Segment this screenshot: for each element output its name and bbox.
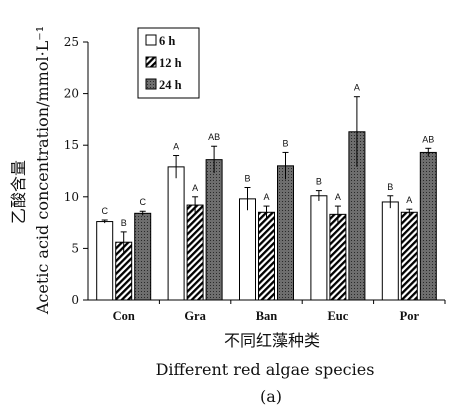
sig-letter-por-24h: AB [422,134,434,144]
legend-label-12h: 12 h [159,56,182,70]
y-tick-label-25: 25 [64,35,79,49]
y-tick-label-20: 20 [64,87,79,101]
sig-letter-ban-12h: A [263,192,269,202]
y-axis-label-cn: 乙酸含量 [9,160,28,224]
sig-letter-euc-24h: A [354,83,360,93]
bar-por-6h [381,201,399,301]
category-label-euc: Euc [327,309,348,323]
category-label-ban: Ban [256,309,278,323]
legend-label-6h: 6 h [159,34,175,48]
sig-letter-ban-6h: B [244,174,250,184]
sig-letter-euc-6h: B [316,177,322,187]
sig-letter-con-24h: C [139,197,146,207]
x-axis-label: Different red algae species [156,360,375,379]
bar-por-12h [400,211,418,301]
sig-letter-con-6h: C [101,206,108,216]
bar-con-6h [96,221,114,301]
category-label-con: Con [113,309,135,323]
sig-letter-gra-6h: A [173,142,179,152]
plot-area: 0510152025ConCBCGraAAABBanBABEucBAAPorBA… [64,35,446,323]
x-axis-label-cn: 不同红藻种类 [224,331,320,350]
y-tick-label-15: 15 [64,138,79,152]
sig-letter-euc-12h: A [335,192,341,202]
bar-euc-12h [329,213,347,301]
legend: 6 h 12 h 24 h [137,27,200,99]
sig-letter-ban-24h: B [282,138,288,148]
y-tick-label-10: 10 [64,190,79,204]
panel-label: (a) [260,387,282,406]
bar-gra-12h [186,204,204,301]
category-label-por: Por [400,309,420,323]
legend-swatch-12h [145,56,157,68]
category-label-gra: Gra [184,309,206,323]
bar-con-24h [134,212,152,301]
legend-swatch-24h [145,78,157,90]
legend-swatch-6h [145,34,157,46]
bar-euc-6h [310,195,328,301]
bar-gra-24h [205,159,223,301]
y-tick-label-0: 0 [71,293,79,307]
sig-letter-gra-24h: AB [208,132,220,142]
bar-ban-24h [277,165,294,301]
sig-letter-con-12h: B [121,218,127,228]
y-tick-label-5: 5 [71,241,79,255]
bar-ban-6h [239,198,256,301]
y-axis-label: Acetic acid concentration/mmol·L⁻¹ [33,26,52,315]
sig-letter-por-12h: A [406,195,412,205]
sig-letter-por-6h: B [387,182,393,192]
bar-ban-12h [258,211,275,301]
bar-gra-6h [167,166,185,301]
bar-por-24h [419,151,437,301]
legend-label-24h: 24 h [159,78,182,92]
sig-letter-gra-12h: A [192,183,198,193]
